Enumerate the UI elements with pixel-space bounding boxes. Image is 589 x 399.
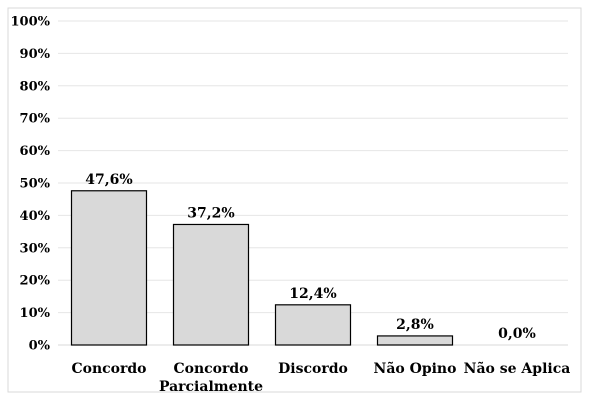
data-label: 2,8% (396, 317, 434, 333)
data-label: 37,2% (187, 205, 234, 221)
y-tick-label: 0% (29, 339, 51, 354)
x-tick-label: Concordo Parcialmente (159, 361, 263, 395)
bar (376, 335, 454, 346)
y-tick-label: 80% (20, 79, 51, 94)
bar (172, 223, 250, 346)
y-tick-label: 70% (20, 112, 51, 127)
x-tick-label-line: Não Opino (374, 360, 457, 377)
y-tick-label: 100% (11, 15, 51, 30)
y-tick-label: 60% (20, 144, 51, 159)
x-tick-label: Discordo (278, 361, 348, 377)
x-tick-label-line: Parcialmente (159, 379, 263, 395)
y-axis-tick-labels: 0% 10% 20% 30% 40% 50% 60% 70% 80% 90% 100% (11, 15, 51, 354)
y-tick-label: 90% (20, 47, 51, 62)
y-tick-label: 20% (20, 274, 51, 289)
y-tick-label: 50% (20, 177, 51, 192)
x-tick-label-line: Não se Aplica (464, 360, 571, 377)
data-labels: 47,6% 37,2% 12,4% 2,8% 0,0% (85, 172, 536, 342)
y-tick-label: 10% (20, 306, 51, 321)
y-tick-label: 30% (20, 241, 51, 256)
x-tick-label: Não Opino (374, 360, 457, 377)
data-label: 47,6% (85, 172, 132, 188)
x-tick-label: Não se Aplica (464, 360, 571, 377)
data-label: 0,0% (498, 326, 536, 342)
bar (274, 304, 352, 346)
bars (70, 190, 454, 346)
x-tick-label-line: Discordo (278, 361, 348, 377)
bar (70, 190, 148, 346)
x-axis-tick-labels: Concordo Concordo Parcialmente Discordo Não … (71, 360, 570, 395)
data-label: 12,4% (289, 286, 336, 302)
y-tick-label: 40% (20, 209, 51, 224)
x-tick-label-line: Concordo (173, 361, 248, 377)
x-tick-label-line: Concordo (71, 361, 146, 377)
x-tick-label: Concordo (71, 361, 146, 377)
